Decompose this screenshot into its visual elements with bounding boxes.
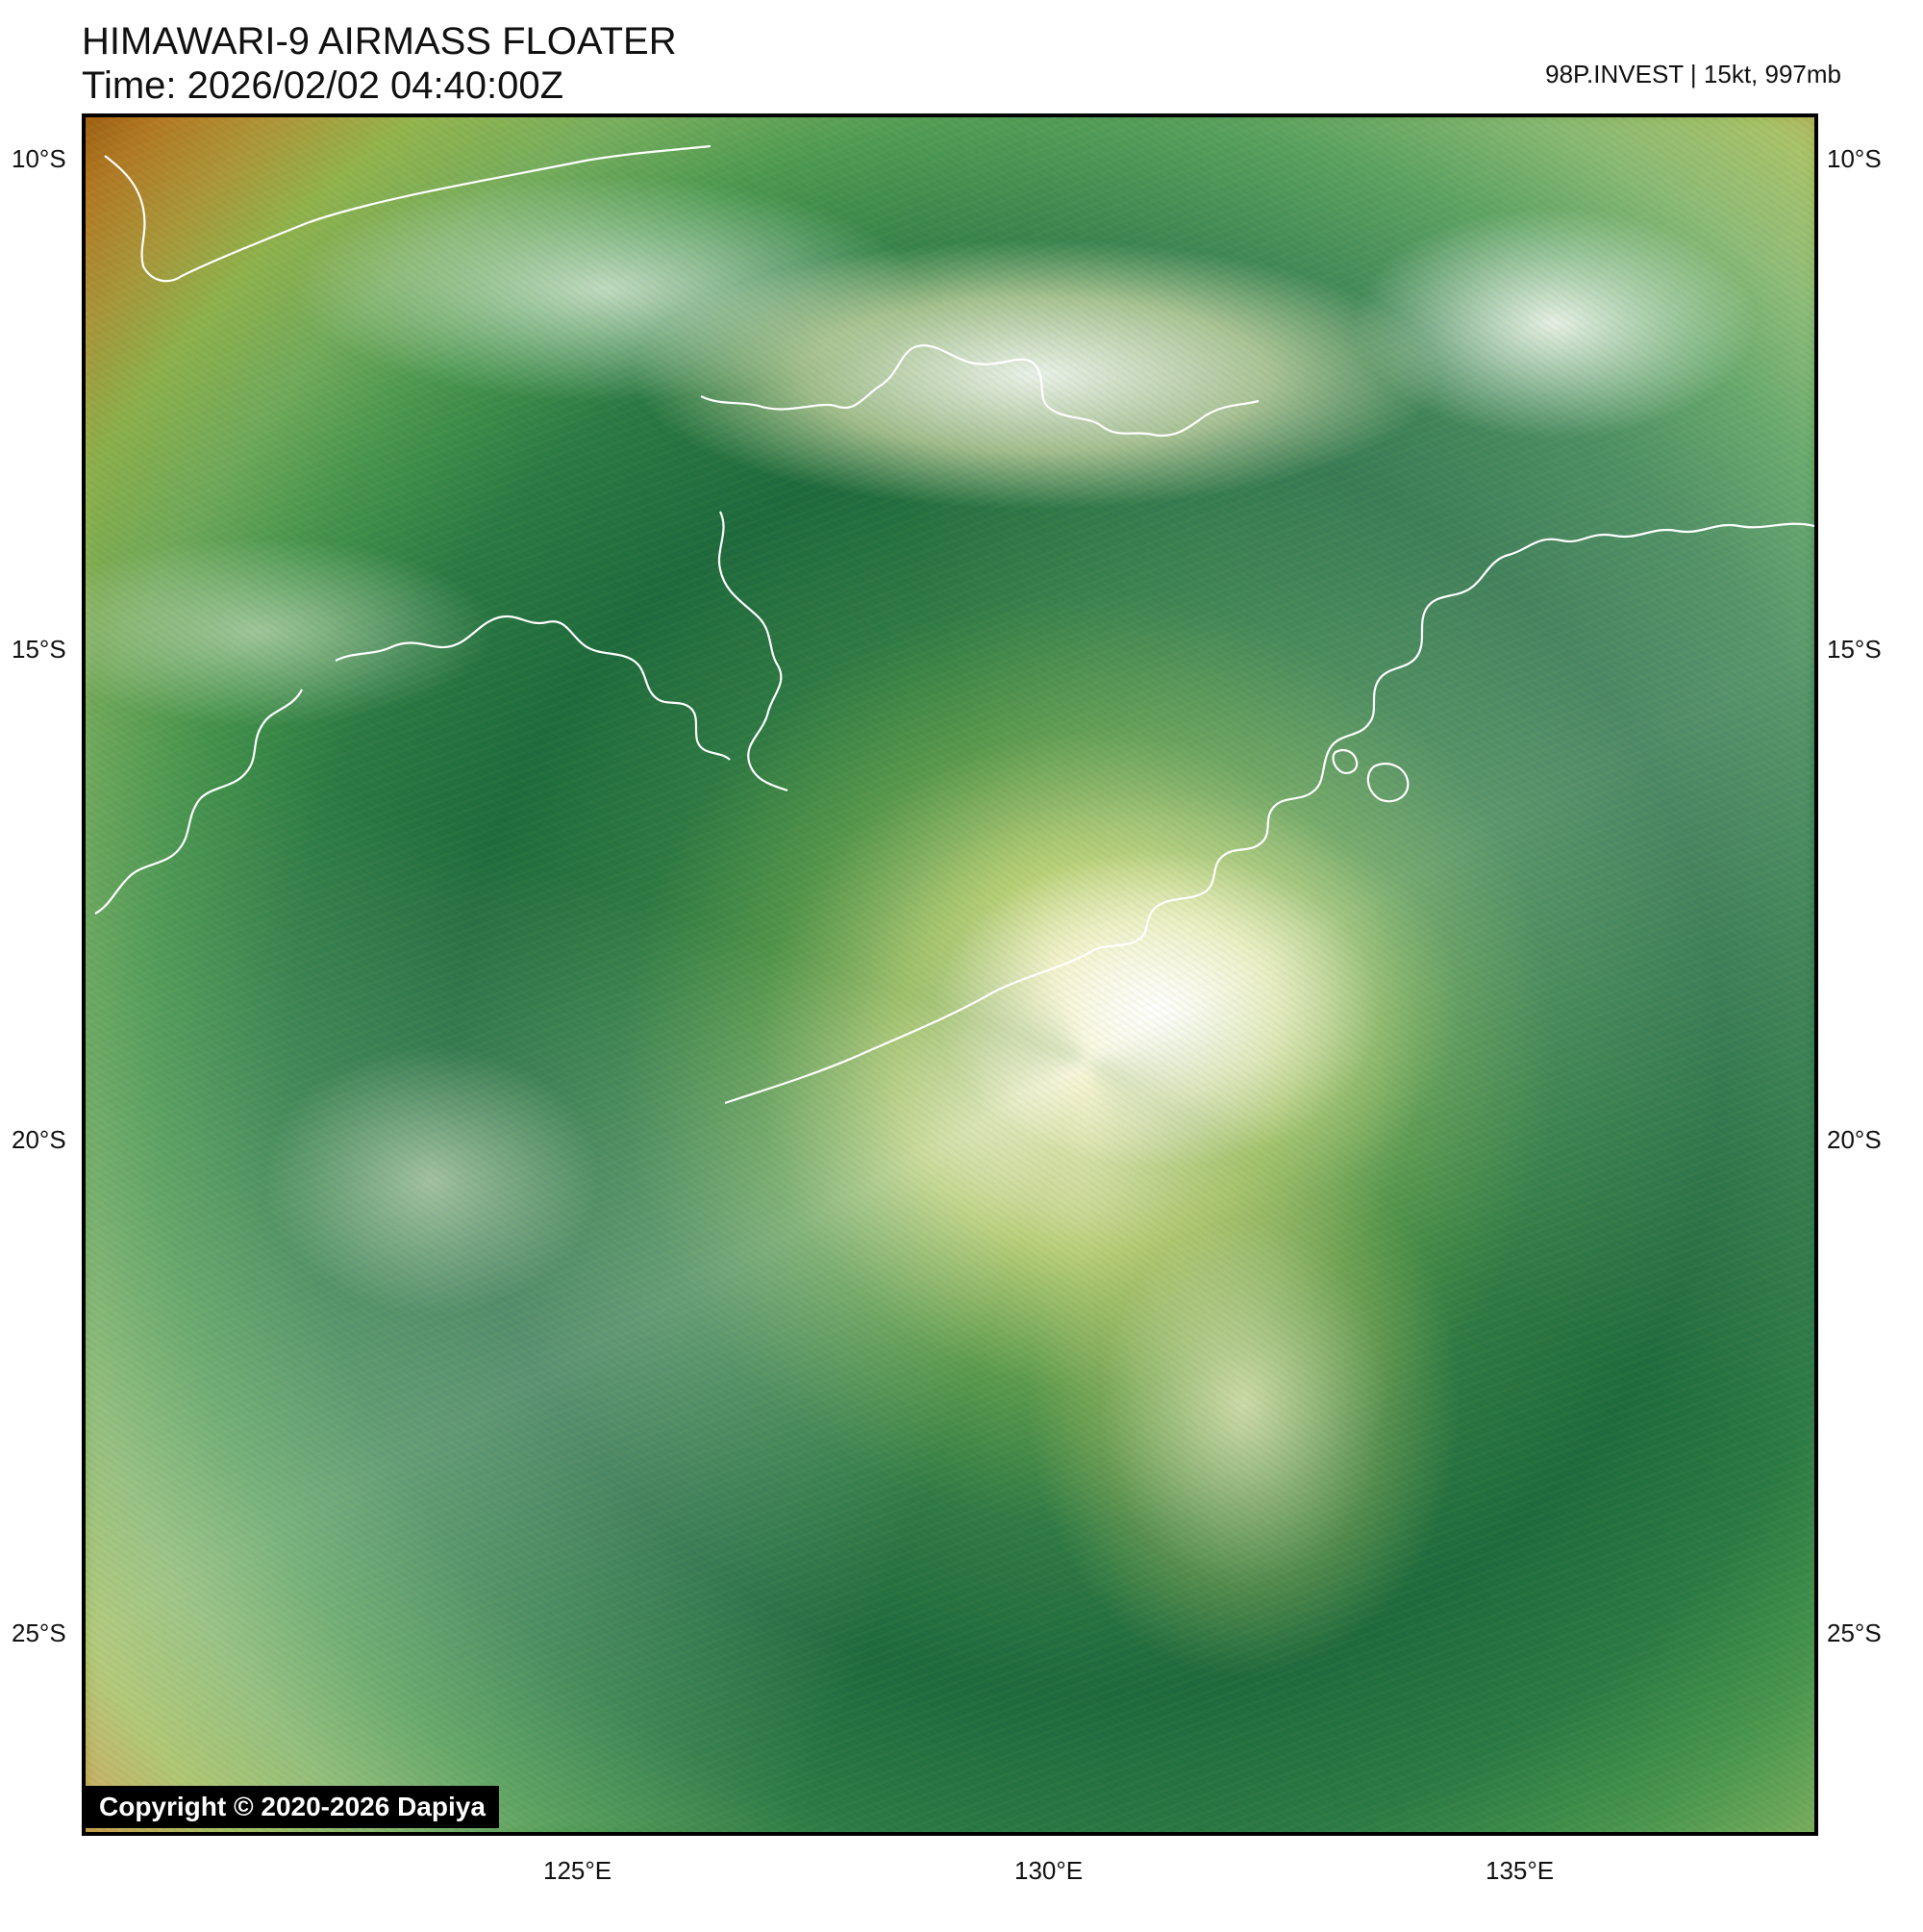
coastline-segment-island1: [1334, 750, 1358, 773]
main-title: HIMAWARI-9 AIRMASS FLOATER: [82, 19, 677, 63]
coastline-segment-central-upper: [701, 345, 1259, 436]
coastline-segment-sulawesi-sw: [95, 690, 302, 914]
y-axis-label-right-15s: 15°S: [1827, 635, 1882, 665]
coastline-svg: [86, 117, 1814, 1832]
coastline-segment-sulawesi: [336, 616, 730, 760]
y-axis-label-left-20s: 20°S: [12, 1125, 66, 1155]
header-title-block: HIMAWARI-9 AIRMASS FLOATER Time: 2026/02…: [82, 19, 677, 108]
coastline-segment-island2: [1368, 764, 1409, 801]
y-axis-label-left-10s: 10°S: [12, 144, 66, 174]
y-axis-label-left-25s: 25°S: [12, 1618, 66, 1648]
coastline-segment-topleft: [105, 146, 711, 281]
y-axis-label-right-25s: 25°S: [1827, 1618, 1882, 1648]
copyright-footer: Copyright © 2020-2026 Dapiya: [86, 1786, 499, 1828]
time-subtitle: Time: 2026/02/02 04:40:00Z: [82, 63, 677, 108]
x-axis-label-130e: 130°E: [1014, 1856, 1083, 1886]
coastline-overlay: [86, 117, 1814, 1832]
y-axis-label-left-15s: 15°S: [12, 635, 66, 665]
coastline-segment-eastaustralia: [725, 747, 1331, 1103]
x-axis-label-125e: 125°E: [543, 1856, 612, 1886]
y-axis-label-right-10s: 10°S: [1827, 144, 1882, 174]
x-axis-label-135e: 135°E: [1486, 1856, 1554, 1886]
coastline-segment-capeyork: [1331, 524, 1814, 747]
y-axis-label-right-20s: 20°S: [1827, 1125, 1882, 1155]
invest-info-label: 98P.INVEST | 15kt, 997mb: [1545, 60, 1841, 89]
coastline-segment-central-lower: [719, 512, 787, 790]
satellite-image-viewport: HIMAWARI-9 AIRMASS FLOATER Time: 2026/02…: [0, 0, 1923, 1932]
satellite-map-panel[interactable]: [82, 113, 1818, 1836]
